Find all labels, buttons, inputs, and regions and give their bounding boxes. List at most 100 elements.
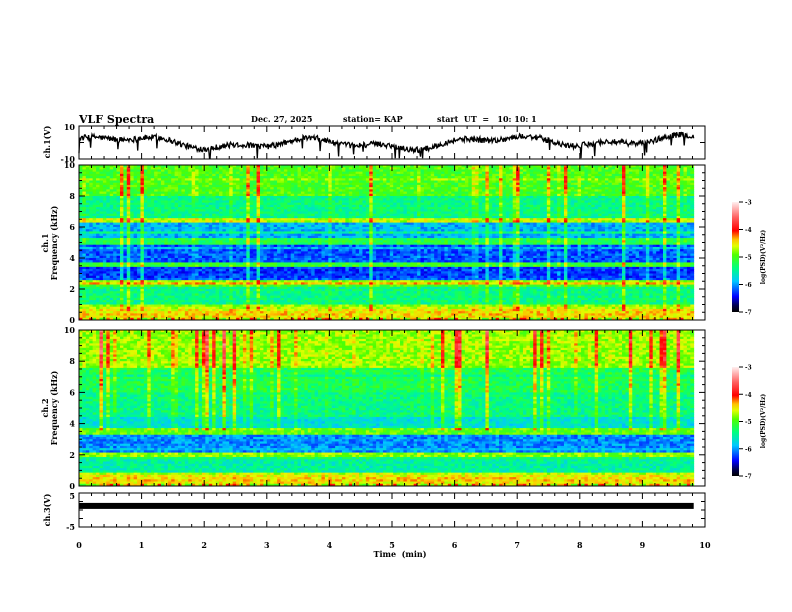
spectrogram-cell	[291, 172, 295, 175]
spectrogram-cell	[158, 207, 162, 210]
spectrogram-cell	[195, 316, 199, 319]
spectrogram-cell	[123, 249, 127, 252]
spectrogram-cell	[188, 198, 192, 201]
spectrogram-cell	[311, 296, 315, 299]
spectrogram-cell	[158, 300, 162, 303]
spectrogram-cell	[154, 167, 158, 170]
spectrogram-cell	[86, 203, 90, 206]
spectrogram-cell	[171, 214, 175, 217]
spectrogram-cell	[216, 280, 220, 283]
spectrogram-cell	[308, 203, 312, 206]
spectrogram-cell	[229, 187, 233, 190]
spectrogram-cell	[147, 218, 151, 221]
spectrogram-cell	[127, 187, 131, 190]
spectrogram-cell	[274, 254, 278, 257]
spectrogram-cell	[253, 280, 257, 283]
spectrogram-cell	[195, 229, 199, 232]
spectrogram-cell	[82, 229, 86, 232]
spectrogram-cell	[277, 249, 281, 252]
spectrogram-cell	[250, 187, 254, 190]
spectrogram-cell	[130, 269, 134, 272]
spectrogram-cell	[99, 311, 103, 314]
spectrogram-cell	[151, 276, 155, 279]
spectrogram-cell	[137, 254, 141, 257]
spectrogram-cell	[229, 249, 233, 252]
spectrogram-cell	[120, 234, 124, 237]
spectrogram-cell	[287, 260, 291, 263]
spectrogram-cell	[93, 269, 97, 272]
spectrogram-cell	[192, 187, 196, 190]
spectrogram-cell	[123, 245, 127, 248]
spectrogram-cell	[240, 265, 244, 268]
spectrogram-cell	[82, 285, 86, 288]
spectrogram-cell	[147, 203, 151, 206]
spectrogram-cell	[250, 192, 254, 195]
spectrogram-cell	[315, 234, 319, 237]
spectrogram-cell	[284, 238, 288, 241]
spectrogram-cell	[106, 223, 110, 226]
spectrogram-cell	[263, 229, 267, 232]
spectrogram-cell	[117, 254, 121, 257]
spectrogram-cell	[205, 167, 209, 170]
spectrogram-cell	[99, 265, 103, 268]
spectrogram-cell	[175, 167, 179, 170]
spectrogram-cell	[291, 223, 295, 226]
spectrogram-cell	[281, 285, 285, 288]
spectrogram-cell	[236, 229, 240, 232]
spectrogram-cell	[311, 307, 315, 310]
spectrogram-cell	[79, 229, 83, 232]
spectrogram-cell	[86, 218, 90, 221]
spectrogram-cell	[301, 198, 305, 201]
spectrogram-cell	[134, 229, 138, 232]
spectrogram-cell	[106, 307, 110, 310]
spectrogram-cell	[175, 229, 179, 232]
spectrogram-cell	[144, 234, 148, 237]
spectrogram-cell	[246, 285, 250, 288]
spectrogram-cell	[130, 229, 134, 232]
spectrogram-cell	[147, 311, 151, 314]
spectrogram-cell	[298, 223, 302, 226]
spectrogram-cell	[236, 203, 240, 206]
spectrogram-cell	[175, 234, 179, 237]
spectrogram-cell	[181, 291, 185, 294]
spectrogram-cell	[154, 207, 158, 210]
spectrogram-cell	[154, 260, 158, 263]
spectrogram-cell	[127, 260, 131, 263]
spectrogram-cell	[284, 280, 288, 283]
spectrogram-cell	[267, 176, 271, 179]
spectrogram-cell	[89, 187, 93, 190]
spectrogram-cell	[226, 223, 230, 226]
spectrogram-cell	[270, 207, 274, 210]
spectrogram-cell	[212, 192, 216, 195]
spectrogram-cell	[164, 198, 168, 201]
spectrogram-cell	[236, 245, 240, 248]
spectrogram-cell	[294, 307, 298, 310]
spectrogram-cell	[281, 265, 285, 268]
spectrogram-cell	[202, 183, 206, 186]
spectrogram-cell	[308, 223, 312, 226]
spectrogram-cell	[263, 311, 267, 314]
spectrogram-cell	[192, 203, 196, 206]
spectrogram-cell	[154, 172, 158, 175]
spectrogram-cell	[185, 316, 189, 319]
spectrogram-cell	[263, 285, 267, 288]
spectrogram-cell	[120, 245, 124, 248]
spectrogram-cell	[127, 229, 131, 232]
spectrogram-cell	[82, 203, 86, 206]
spectrogram-cell	[253, 245, 257, 248]
spectrogram-cell	[96, 265, 100, 268]
spectrogram-cell	[93, 223, 97, 226]
spectrogram-cell	[284, 198, 288, 201]
spectrogram-cell	[93, 187, 97, 190]
spectrogram-cell	[257, 291, 261, 294]
spectrogram-cell	[260, 300, 264, 303]
spectrogram-cell	[134, 245, 138, 248]
spectrogram-cell	[311, 198, 315, 201]
spectrogram-cell	[233, 229, 237, 232]
spectrogram-cell	[195, 214, 199, 217]
spectrogram-cell	[222, 172, 226, 175]
spectrogram-cell	[246, 207, 250, 210]
spectrogram-cell	[99, 214, 103, 217]
spectrogram-cell	[311, 316, 315, 319]
spectrogram-cell	[185, 229, 189, 232]
